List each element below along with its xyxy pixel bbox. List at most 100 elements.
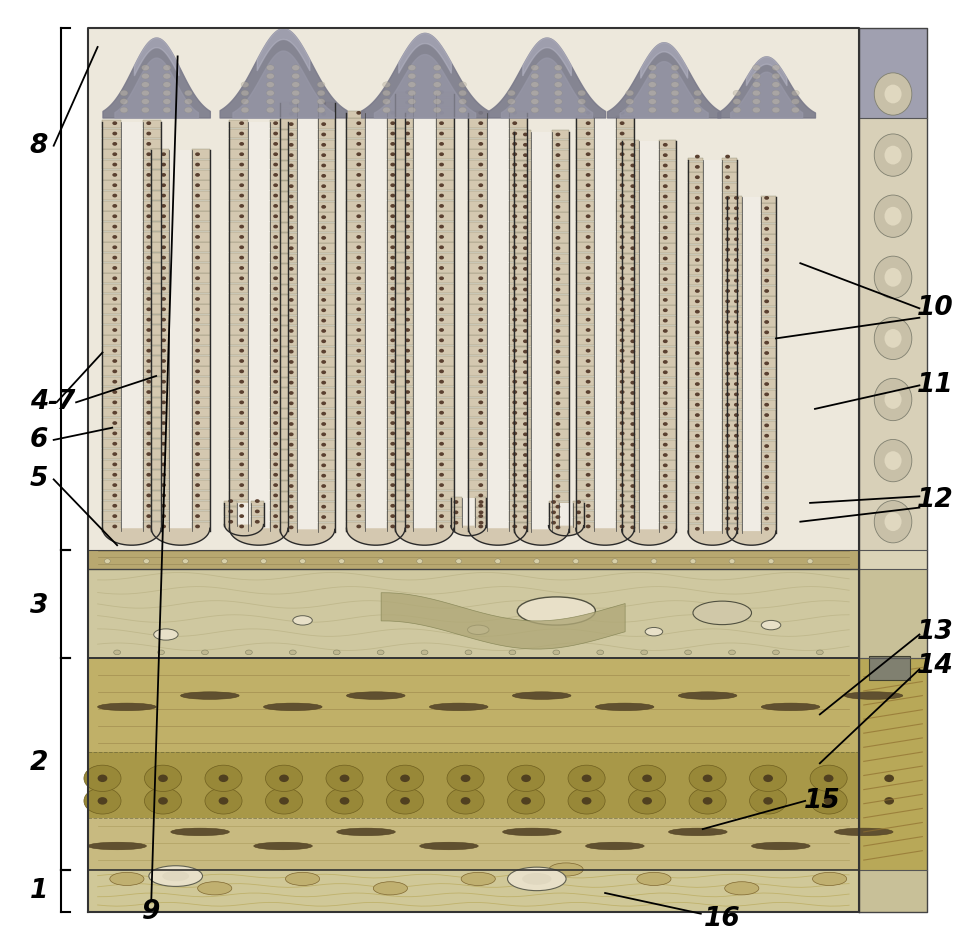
Ellipse shape [555,153,560,157]
Ellipse shape [695,517,700,521]
Bar [142,439,161,448]
Bar [576,222,594,231]
Ellipse shape [356,328,361,332]
Bar [151,222,170,231]
Bar [688,203,703,213]
Bar [88,818,859,870]
Ellipse shape [98,797,107,805]
Ellipse shape [289,195,294,198]
Polygon shape [102,528,161,545]
Ellipse shape [693,602,752,625]
Bar [395,108,414,118]
Ellipse shape [161,256,166,259]
Bar [451,518,462,527]
Bar [660,368,676,377]
Ellipse shape [239,514,244,518]
Ellipse shape [405,462,410,466]
Ellipse shape [695,227,700,231]
Bar [102,284,121,293]
Bar [142,253,161,262]
Ellipse shape [752,90,760,96]
Ellipse shape [555,143,560,147]
Bar [191,294,210,304]
Ellipse shape [390,132,395,135]
Ellipse shape [390,245,395,249]
Bar [514,347,531,356]
Ellipse shape [630,350,635,353]
Ellipse shape [195,442,200,446]
Bar [468,367,487,376]
Ellipse shape [663,505,668,509]
Ellipse shape [884,85,902,103]
Bar [386,480,405,490]
Ellipse shape [734,517,739,521]
Ellipse shape [321,205,326,209]
Bar [727,337,742,348]
Ellipse shape [595,703,654,711]
Ellipse shape [478,318,483,321]
Bar [508,522,527,531]
Ellipse shape [478,338,483,342]
Ellipse shape [356,132,361,135]
Bar [151,491,170,500]
Bar [318,471,335,480]
Ellipse shape [273,204,278,208]
Ellipse shape [620,504,625,508]
Ellipse shape [620,307,625,311]
Bar [151,149,170,159]
Ellipse shape [321,443,326,446]
Ellipse shape [405,349,410,352]
Ellipse shape [764,217,769,221]
Ellipse shape [317,82,325,87]
Ellipse shape [663,226,668,229]
Bar [280,140,297,149]
Ellipse shape [266,82,274,87]
Bar [151,346,170,355]
Ellipse shape [725,331,730,335]
Bar [318,357,335,367]
Ellipse shape [161,194,166,197]
Bar [514,233,531,243]
Text: 9: 9 [142,899,160,925]
Ellipse shape [400,775,410,782]
Ellipse shape [725,424,730,428]
Ellipse shape [239,369,244,373]
Ellipse shape [671,107,679,113]
Bar [514,461,531,470]
Ellipse shape [554,99,562,104]
Ellipse shape [273,276,278,280]
Bar [638,141,660,529]
Bar [508,180,527,190]
Bar [229,120,248,128]
Bar [727,255,742,265]
Bar [386,491,405,500]
Bar [508,232,527,242]
Ellipse shape [874,378,912,421]
Ellipse shape [112,194,117,197]
Bar [622,150,638,160]
Bar [248,122,269,528]
Ellipse shape [195,256,200,259]
Ellipse shape [222,558,227,564]
Ellipse shape [273,163,278,166]
Bar [142,346,161,355]
Bar [191,470,210,479]
Ellipse shape [120,99,128,104]
Ellipse shape [695,331,700,335]
Bar [346,201,365,211]
Bar [514,140,531,149]
Bar [727,368,742,379]
Ellipse shape [273,400,278,404]
Ellipse shape [764,196,769,200]
Bar [622,202,638,212]
Bar [859,658,927,870]
Bar [514,161,531,170]
Bar [269,232,288,242]
Bar [386,232,405,242]
Bar [395,129,414,138]
Ellipse shape [663,298,668,302]
Bar [727,317,742,327]
Bar [761,203,776,213]
Bar [435,460,454,469]
Bar [552,306,569,315]
